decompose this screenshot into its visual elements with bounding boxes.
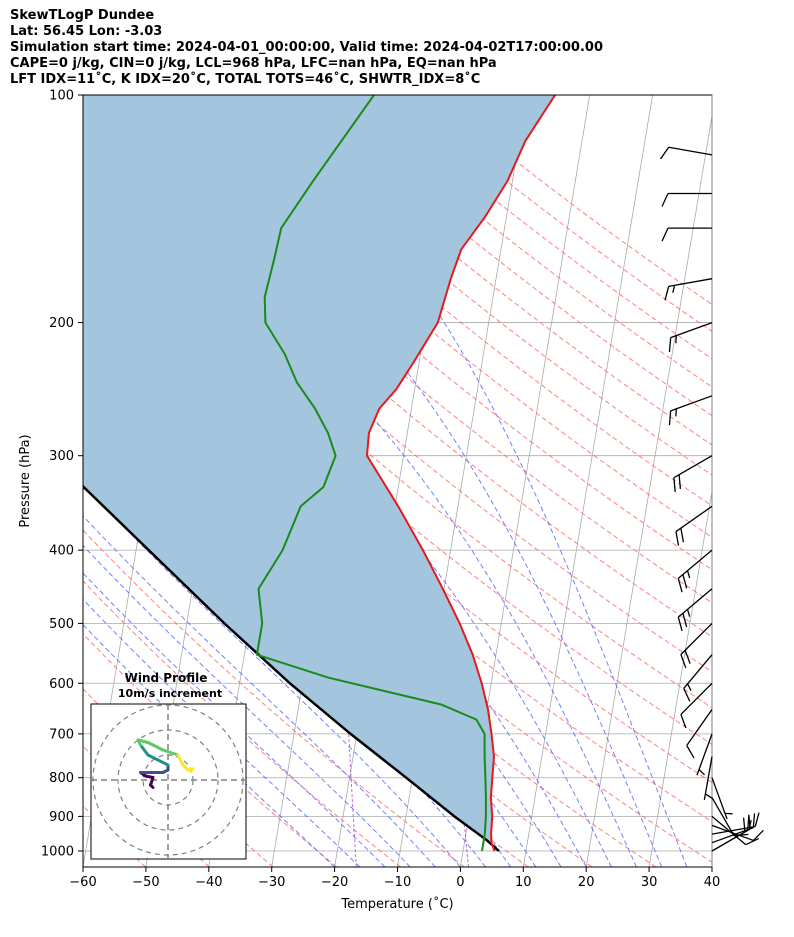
axes: −60 −50 −40 −30 −20 −10 0 10 20 30 40 100 200 300 400 5…	[18, 89, 720, 913]
x-tick-label: −10	[384, 875, 411, 890]
y-tick-label: 800	[49, 771, 74, 786]
isotherm-line	[522, 95, 654, 867]
wind-barb	[659, 146, 713, 160]
wind-barb	[680, 682, 713, 729]
y-axis-label: Pressure (hPa)	[18, 434, 33, 527]
x-tick-label: −30	[258, 875, 285, 890]
x-tick-label: 40	[704, 875, 721, 890]
temperature-line	[365, 95, 556, 852]
wind-barb	[673, 455, 713, 493]
moist-adiabat-line	[83, 544, 411, 867]
wind-barb	[677, 549, 713, 593]
dry-adiabat-line	[83, 139, 712, 673]
hodograph-segment	[146, 753, 160, 762]
moist-adiabat-line	[263, 95, 688, 867]
hodograph-subtitle: 10m/s increment	[118, 687, 222, 700]
dry-adiabat-line	[83, 633, 338, 867]
x-tick-label: −40	[195, 875, 222, 890]
hodograph-segment	[136, 738, 150, 744]
hodograph-inset: Wind Profile 10m/s increment	[90, 671, 247, 860]
x-tick-label: −50	[132, 875, 159, 890]
hodograph-segment	[161, 748, 180, 757]
moist-adiabat-line	[83, 572, 386, 867]
x-tick-label: 30	[641, 875, 658, 890]
wind-barb	[677, 588, 713, 632]
wind-barb	[668, 321, 713, 352]
x-tick-label: 0	[456, 875, 464, 890]
mixing-ratio-line	[342, 623, 357, 867]
x-tick-label: −20	[321, 875, 348, 890]
y-tick-label: 600	[49, 677, 74, 692]
wind-barb	[696, 733, 713, 776]
y-tick-label: 1000	[41, 844, 74, 859]
y-tick-label: 200	[49, 316, 74, 331]
wind-barbs	[659, 95, 764, 867]
dewpoint-line	[255, 95, 487, 852]
cin-shaded-area	[83, 95, 556, 851]
x-tick-label: 20	[578, 875, 595, 890]
moist-adiabat-line	[157, 95, 663, 867]
x-axis-label: Temperature (˚C)	[340, 896, 453, 912]
profile-lines	[83, 95, 556, 852]
params-line: CAPE=0 j/kg, CIN=0 j/kg, LCL=968 hPa, LF…	[10, 56, 497, 71]
dry-adiabat-line	[83, 529, 465, 867]
dry-adiabat-line	[83, 101, 712, 638]
wind-barb	[711, 815, 759, 846]
isotherm-line	[83, 95, 87, 119]
location-line: Lat: 56.45 Lon: -3.03	[10, 24, 163, 39]
times-line: Simulation start time: 2024-04-01_00:00:…	[10, 40, 603, 55]
moist-adiabat-line	[83, 515, 436, 867]
dry-adiabat-line	[83, 805, 146, 867]
isotherm-line	[711, 864, 712, 867]
wind-barb	[661, 227, 712, 242]
chart-header: SkewTLogP Dundee Lat: 56.45 Lon: -3.03 S…	[10, 8, 603, 88]
moist-adiabat-line	[83, 483, 461, 867]
wind-barb	[711, 814, 751, 852]
y-tick-label: 400	[49, 544, 74, 559]
y-tick-label: 100	[49, 89, 74, 104]
wind-barb	[711, 777, 733, 820]
wind-barb	[686, 709, 713, 759]
dry-adiabat-line	[303, 95, 712, 417]
dry-adiabat-line	[238, 95, 712, 476]
hodograph-segment	[139, 743, 150, 757]
wind-barb	[675, 505, 713, 546]
x-tick-label: −60	[69, 875, 96, 890]
y-tick-label: 500	[49, 617, 74, 632]
dry-adiabat-line	[83, 432, 593, 867]
wind-barb	[664, 278, 713, 301]
isotherm-line	[648, 489, 712, 867]
wind-barb	[668, 395, 713, 426]
isotherm-line	[585, 113, 712, 867]
wind-barb	[683, 654, 713, 702]
wind-barb	[711, 797, 749, 837]
dry-adiabat-line	[206, 95, 712, 507]
dry-adiabat-line	[108, 95, 712, 604]
y-tick-label: 700	[49, 727, 74, 742]
hodograph-segment	[189, 767, 195, 773]
y-tick-label: 900	[49, 810, 74, 825]
wind-barb	[703, 756, 713, 800]
hodograph-title: Wind Profile	[125, 671, 208, 685]
y-tick-label: 300	[49, 449, 74, 464]
x-tick-label: 10	[515, 875, 532, 890]
wind-barb	[680, 622, 713, 669]
hodograph-segment	[146, 741, 165, 752]
cape-area	[83, 95, 556, 851]
wind-barb	[711, 812, 760, 835]
hodograph-segment	[156, 758, 170, 767]
chart-title: SkewTLogP Dundee	[10, 8, 155, 23]
wind-barb	[661, 192, 712, 207]
dry-adiabat-line	[83, 177, 712, 709]
parcel-path-line	[83, 484, 500, 852]
hodograph-segment	[176, 753, 185, 767]
indices-line: LFT IDX=11˚C, K IDX=20˚C, TOTAL TOTS=46˚…	[10, 72, 481, 87]
